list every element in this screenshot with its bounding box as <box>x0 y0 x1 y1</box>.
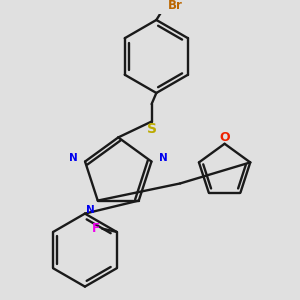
Text: Br: Br <box>167 0 182 12</box>
Text: S: S <box>147 122 157 136</box>
Text: N: N <box>159 153 167 163</box>
Text: N: N <box>69 153 78 163</box>
Text: O: O <box>219 131 230 144</box>
Text: F: F <box>92 221 100 235</box>
Text: N: N <box>86 206 95 215</box>
